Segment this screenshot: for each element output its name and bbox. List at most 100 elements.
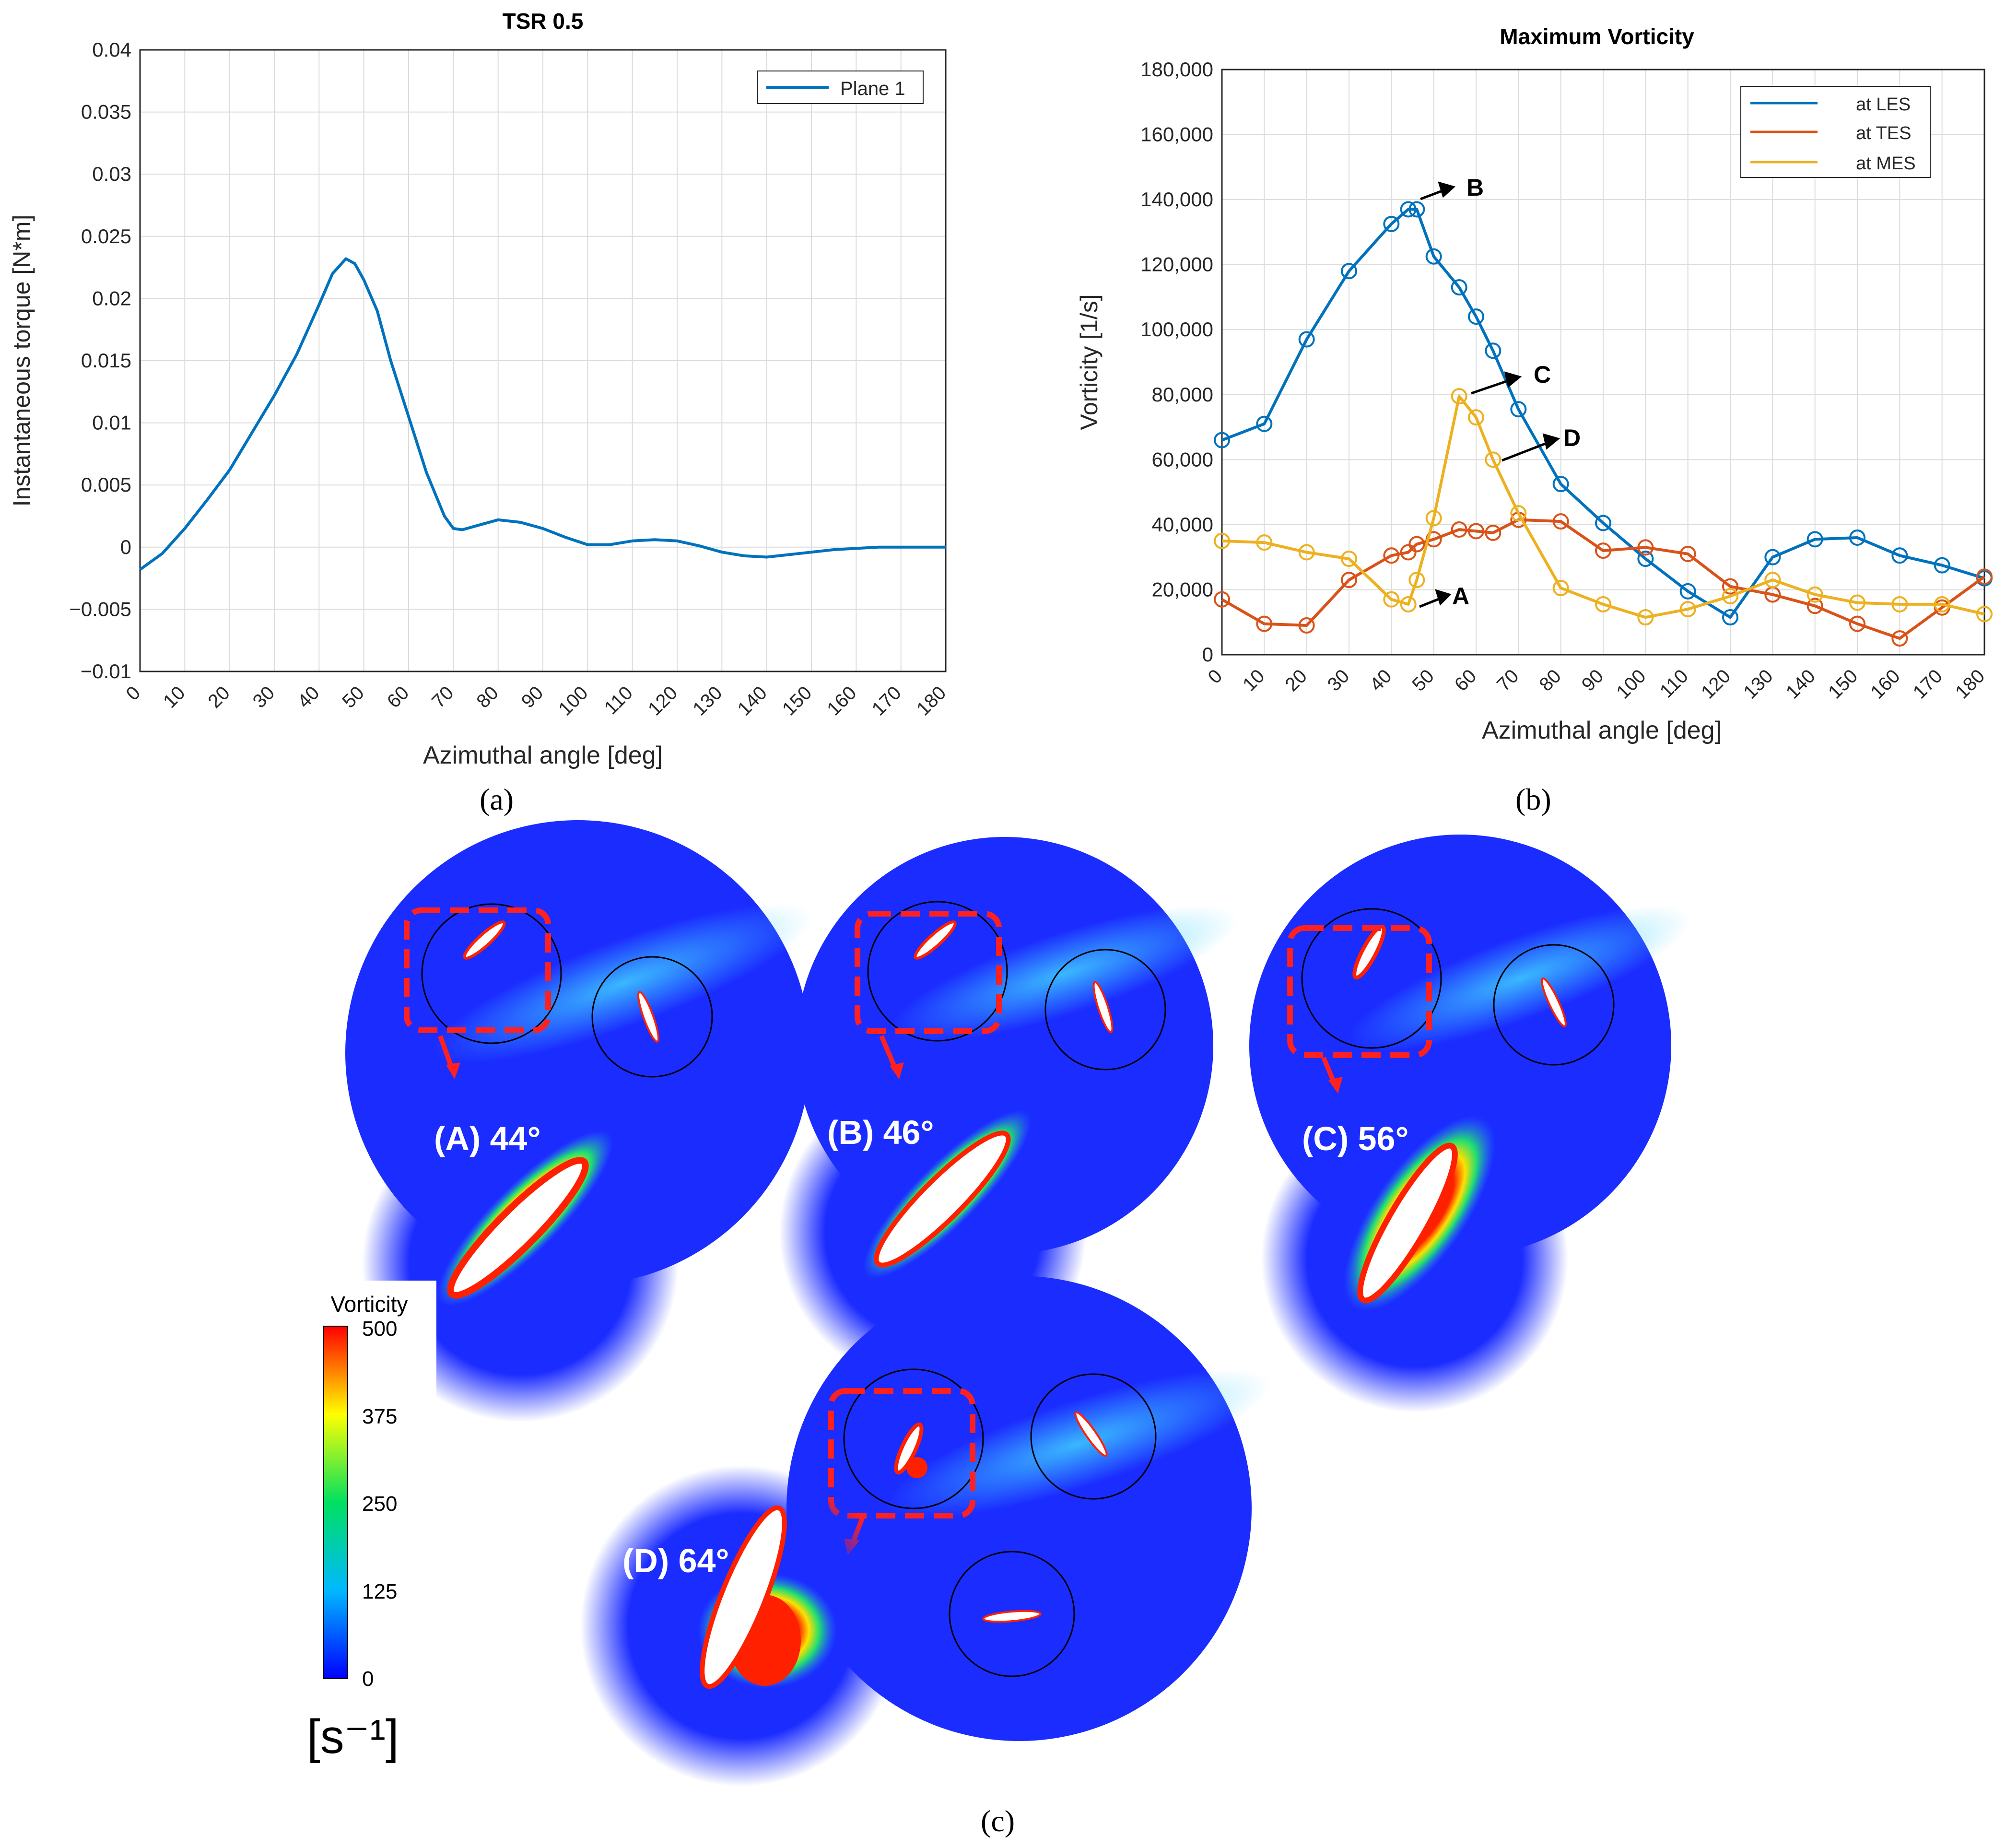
data-point [1679, 545, 1696, 562]
y-tick-label: 0 [1202, 643, 1213, 666]
x-tick-label: 0 [1204, 665, 1226, 688]
data-point [1425, 510, 1442, 527]
annotation-C-label: C [1534, 361, 1551, 388]
x-tick-label: 60 [1451, 665, 1481, 695]
data-point [1764, 572, 1781, 589]
x-tick-label: 30 [1324, 665, 1354, 695]
data-point [1256, 615, 1273, 632]
x-tick-label: 180 [913, 682, 950, 719]
data-point [1595, 596, 1611, 612]
x-tick-label: 70 [1493, 665, 1523, 695]
x-tick-label: 70 [428, 682, 458, 712]
data-point [1485, 342, 1502, 359]
legend-b-mes-label: at MES [1856, 153, 1916, 174]
chart-b-axes-box [1221, 69, 1985, 656]
zoom-box-B [855, 911, 1002, 1034]
data-point [1451, 521, 1467, 538]
data-point [1552, 580, 1569, 597]
data-point [1298, 617, 1315, 634]
rotor-circle-C1 [1301, 908, 1442, 1049]
x-tick-label: 170 [868, 682, 905, 719]
chart-a-axes-box [139, 49, 947, 672]
x-tick-label: 100 [554, 682, 592, 719]
data-point [1468, 523, 1484, 540]
x-tick-label: 120 [644, 682, 681, 719]
data-point [1637, 609, 1654, 626]
y-tick-label: 60,000 [1152, 448, 1213, 471]
x-tick-label: 10 [159, 682, 189, 712]
data-point [1383, 591, 1400, 608]
airfoil-A [447, 1157, 589, 1299]
y-tick-label: 120,000 [1140, 253, 1213, 276]
chart-a-ylabel: Instantaneous torque [N*m] [8, 215, 35, 507]
x-tick-label: 160 [823, 682, 860, 719]
chart-a-grid [140, 49, 946, 672]
rotor-circle-D2 [1030, 1373, 1157, 1500]
data-point [1383, 547, 1400, 564]
data-point [1510, 505, 1527, 522]
data-point [1383, 215, 1400, 232]
data-point [1485, 524, 1502, 541]
data-point [1214, 532, 1230, 549]
data-point [1849, 530, 1865, 546]
rotor-circle-C2 [1493, 944, 1615, 1066]
data-point [1400, 201, 1417, 218]
x-tick-label: 20 [204, 682, 234, 712]
y-tick-label: 0.04 [92, 38, 131, 61]
y-tick-label: −0.005 [69, 598, 131, 620]
x-tick-label: 100 [1612, 665, 1650, 703]
colorbar-unit: [s⁻¹] [307, 1710, 399, 1764]
colorbar-tick: 500 [362, 1317, 397, 1341]
x-tick-label: 10 [1239, 665, 1269, 695]
y-tick-label: 80,000 [1152, 383, 1213, 406]
chart-b-series [1214, 201, 1993, 647]
y-tick-label: 0.035 [81, 101, 131, 123]
annotation-C: C [1471, 361, 1551, 395]
chart-a-xlabel: Azimuthal angle [deg] [423, 742, 663, 769]
data-point [1976, 606, 1993, 623]
x-tick-label: 40 [1366, 665, 1396, 695]
data-point [1637, 551, 1654, 567]
data-point [1849, 615, 1865, 632]
airfoil-D [700, 1505, 787, 1689]
x-tick-label: 170 [1909, 665, 1947, 703]
rotor-circle-A1 [421, 903, 562, 1044]
y-tick-label: 0 [120, 536, 131, 558]
panel-c: (A) 44° (B) 46° [300, 820, 1692, 1787]
data-point [1807, 598, 1823, 614]
data-point [1722, 609, 1738, 626]
chart-a: 0 10 20 30 40 50 60 70 80 90 100 110 120 130 140 150 160… [8, 9, 950, 769]
data-point [1408, 201, 1425, 218]
data-point [1891, 596, 1908, 612]
y-tick-label: −0.01 [81, 660, 131, 683]
data-point [1214, 432, 1230, 448]
x-tick-label: 140 [1782, 665, 1819, 703]
data-point [1256, 534, 1273, 551]
x-tick-label: 90 [1578, 665, 1608, 695]
snapshot-A-label: (A) 44° [434, 1120, 540, 1157]
y-tick-label: 20,000 [1152, 578, 1213, 600]
colorbar-tick: 0 [362, 1667, 374, 1691]
data-point [1722, 588, 1738, 604]
series-line-0 [1221, 208, 1985, 619]
data-point [1408, 572, 1425, 589]
zoom-box-C [1287, 925, 1432, 1058]
data-point [1891, 630, 1908, 647]
data-point [1298, 331, 1315, 348]
data-point [1722, 578, 1738, 595]
chart-b-legend: at LES at TES at MES [1740, 86, 1931, 178]
zoom-box-A [404, 907, 551, 1033]
x-tick-label: 50 [338, 682, 368, 712]
x-tick-label: 40 [293, 682, 324, 712]
snapshot-B: (B) 46° [779, 837, 1239, 1386]
data-point [1849, 594, 1865, 611]
x-tick-label: 150 [1824, 665, 1862, 703]
caption-a: (a) [480, 782, 514, 816]
rotor-circle-B2 [1044, 949, 1166, 1071]
annotation-B-label: B [1466, 174, 1484, 201]
x-tick-label: 60 [383, 682, 413, 712]
x-tick-label: 30 [249, 682, 279, 712]
data-point [1468, 409, 1484, 426]
colorbar-tick: 125 [362, 1580, 397, 1603]
data-point [1400, 596, 1417, 612]
